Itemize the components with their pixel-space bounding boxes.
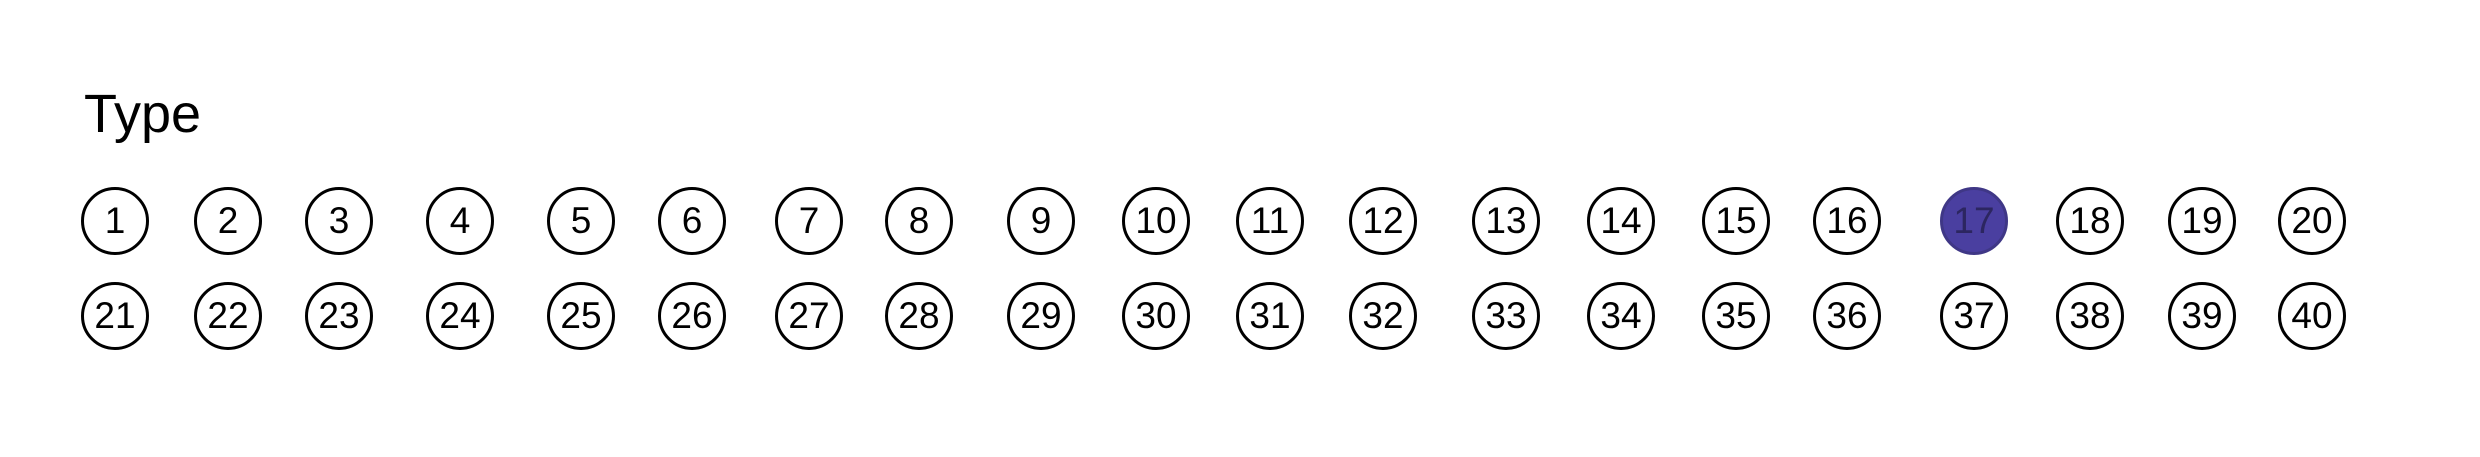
- option-bubble-28[interactable]: 28: [885, 282, 953, 350]
- option-bubble-7[interactable]: 7: [775, 187, 843, 255]
- option-bubble-37[interactable]: 37: [1940, 282, 2008, 350]
- option-bubble-38[interactable]: 38: [2056, 282, 2124, 350]
- option-number-label: 22: [207, 295, 249, 336]
- option-bubble-18[interactable]: 18: [2056, 187, 2124, 255]
- option-bubble-17[interactable]: 17: [1940, 187, 2008, 255]
- option-number-label: 25: [560, 295, 602, 336]
- option-number-label: 26: [671, 295, 713, 336]
- option-number-label: 18: [2069, 200, 2111, 241]
- option-bubble-19[interactable]: 19: [2168, 187, 2236, 255]
- option-number-label: 30: [1135, 295, 1177, 336]
- option-bubble-26[interactable]: 26: [658, 282, 726, 350]
- option-bubble-20[interactable]: 20: [2278, 187, 2346, 255]
- option-number-label: 35: [1715, 295, 1757, 336]
- option-number-label: 2: [217, 200, 239, 241]
- option-bubble-34[interactable]: 34: [1587, 282, 1655, 350]
- option-number-label: 39: [2181, 295, 2223, 336]
- option-bubble-16[interactable]: 16: [1813, 187, 1881, 255]
- option-number-label: 12: [1362, 200, 1404, 241]
- option-bubble-4[interactable]: 4: [426, 187, 494, 255]
- option-number-label: 27: [788, 295, 830, 336]
- option-bubble-29[interactable]: 29: [1007, 282, 1075, 350]
- option-number-label: 40: [2291, 295, 2333, 336]
- option-bubble-27[interactable]: 27: [775, 282, 843, 350]
- option-number-label: 5: [570, 200, 592, 241]
- option-number-label: 33: [1485, 295, 1527, 336]
- option-bubble-31[interactable]: 31: [1236, 282, 1304, 350]
- option-number-label: 28: [898, 295, 940, 336]
- option-number-label: 24: [439, 295, 481, 336]
- option-bubble-40[interactable]: 40: [2278, 282, 2346, 350]
- option-number-label: 9: [1030, 200, 1052, 241]
- option-number-label: 1: [104, 200, 126, 241]
- option-bubble-11[interactable]: 11: [1236, 187, 1304, 255]
- option-bubble-30[interactable]: 30: [1122, 282, 1190, 350]
- type-label: Type: [84, 84, 202, 144]
- option-bubble-33[interactable]: 33: [1472, 282, 1540, 350]
- option-number-label: 34: [1600, 295, 1642, 336]
- option-bubble-22[interactable]: 22: [194, 282, 262, 350]
- option-bubble-14[interactable]: 14: [1587, 187, 1655, 255]
- option-number-label: 10: [1135, 200, 1177, 241]
- option-number-label: 23: [318, 295, 360, 336]
- option-bubble-35[interactable]: 35: [1702, 282, 1770, 350]
- option-number-label: 17: [1953, 200, 1995, 241]
- option-bubble-32[interactable]: 32: [1349, 282, 1417, 350]
- option-number-label: 13: [1485, 200, 1527, 241]
- option-bubble-39[interactable]: 39: [2168, 282, 2236, 350]
- option-number-label: 14: [1600, 200, 1642, 241]
- option-number-label: 31: [1249, 295, 1291, 336]
- option-bubble-24[interactable]: 24: [426, 282, 494, 350]
- option-number-label: 8: [908, 200, 930, 241]
- option-bubble-1[interactable]: 1: [81, 187, 149, 255]
- option-bubble-13[interactable]: 13: [1472, 187, 1540, 255]
- option-bubble-12[interactable]: 12: [1349, 187, 1417, 255]
- option-bubble-5[interactable]: 5: [547, 187, 615, 255]
- option-number-label: 20: [2291, 200, 2333, 241]
- option-bubble-8[interactable]: 8: [885, 187, 953, 255]
- option-bubble-10[interactable]: 10: [1122, 187, 1190, 255]
- option-number-label: 38: [2069, 295, 2111, 336]
- option-number-label: 11: [1250, 200, 1290, 241]
- option-number-label: 36: [1826, 295, 1868, 336]
- option-bubble-9[interactable]: 9: [1007, 187, 1075, 255]
- option-bubble-2[interactable]: 2: [194, 187, 262, 255]
- option-number-label: 16: [1826, 200, 1868, 241]
- option-number-label: 6: [681, 200, 703, 241]
- option-bubble-15[interactable]: 15: [1702, 187, 1770, 255]
- option-bubble-23[interactable]: 23: [305, 282, 373, 350]
- option-number-label: 21: [94, 295, 136, 336]
- option-number-label: 37: [1953, 295, 1995, 336]
- option-number-label: 7: [798, 200, 820, 241]
- option-bubble-25[interactable]: 25: [547, 282, 615, 350]
- option-bubble-6[interactable]: 6: [658, 187, 726, 255]
- option-bubble-21[interactable]: 21: [81, 282, 149, 350]
- option-number-label: 32: [1362, 295, 1404, 336]
- option-number-label: 3: [328, 200, 350, 241]
- option-number-label: 19: [2181, 200, 2223, 241]
- option-number-label: 29: [1020, 295, 1062, 336]
- option-bubble-36[interactable]: 36: [1813, 282, 1881, 350]
- option-number-label: 15: [1715, 200, 1757, 241]
- option-bubble-3[interactable]: 3: [305, 187, 373, 255]
- option-number-label: 4: [449, 200, 471, 241]
